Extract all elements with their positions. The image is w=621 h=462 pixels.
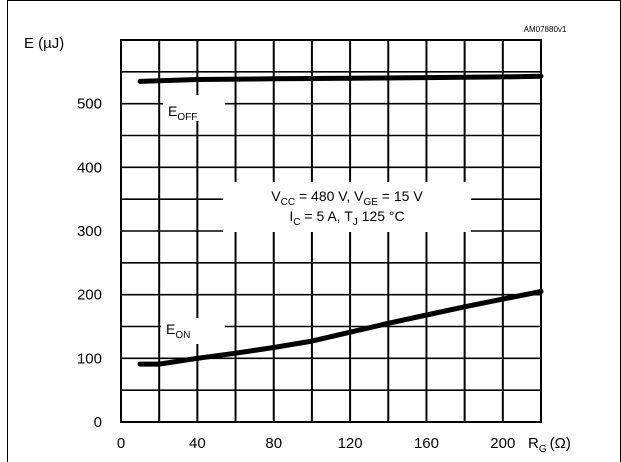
x-axis-label-sub: G <box>539 444 547 455</box>
y-tick-label: 200 <box>77 287 102 304</box>
series-layer <box>137 73 544 367</box>
x-axis-label: RG (Ω) <box>528 435 571 455</box>
x-axis-label-unit: (Ω) <box>550 435 571 452</box>
series-line-eon <box>137 289 544 367</box>
y-tick-label: 300 <box>77 223 102 240</box>
x-tick-label: 200 <box>490 435 515 452</box>
x-tick-label: 120 <box>338 435 363 452</box>
y-tick-label: 400 <box>77 159 102 176</box>
label-layer: 0 40 80 120 160 200 0 100 200 300 400 500 <box>77 96 515 452</box>
conditions-line-2: IC = 5 A, TJ 125 °C <box>289 208 404 228</box>
conditions-box <box>223 182 471 232</box>
x-tick-label: 40 <box>189 435 206 452</box>
page-left-rule <box>7 0 8 462</box>
page-top-rule <box>7 0 621 1</box>
eoff-label: EOFF <box>168 103 197 123</box>
y-tick-label: 100 <box>77 350 102 367</box>
reference-code: AM07880v1 <box>524 25 567 34</box>
conditions-line-1: VCC = 480 V, VGE = 15 V <box>271 188 423 208</box>
series-line-eoff <box>137 73 544 84</box>
eon-label-box <box>161 318 225 344</box>
x-tick-label: 0 <box>117 435 125 452</box>
eoff-label-box <box>163 95 225 121</box>
y-tick-label: 0 <box>94 414 102 431</box>
x-tick-label: 80 <box>265 435 282 452</box>
y-axis-label: E (µJ) <box>24 35 64 52</box>
x-axis-label-main: R <box>528 435 539 452</box>
x-tick-label: 160 <box>414 435 439 452</box>
plot-frame <box>120 39 542 423</box>
eon-label: EON <box>166 321 190 341</box>
y-tick-label: 500 <box>77 96 102 113</box>
